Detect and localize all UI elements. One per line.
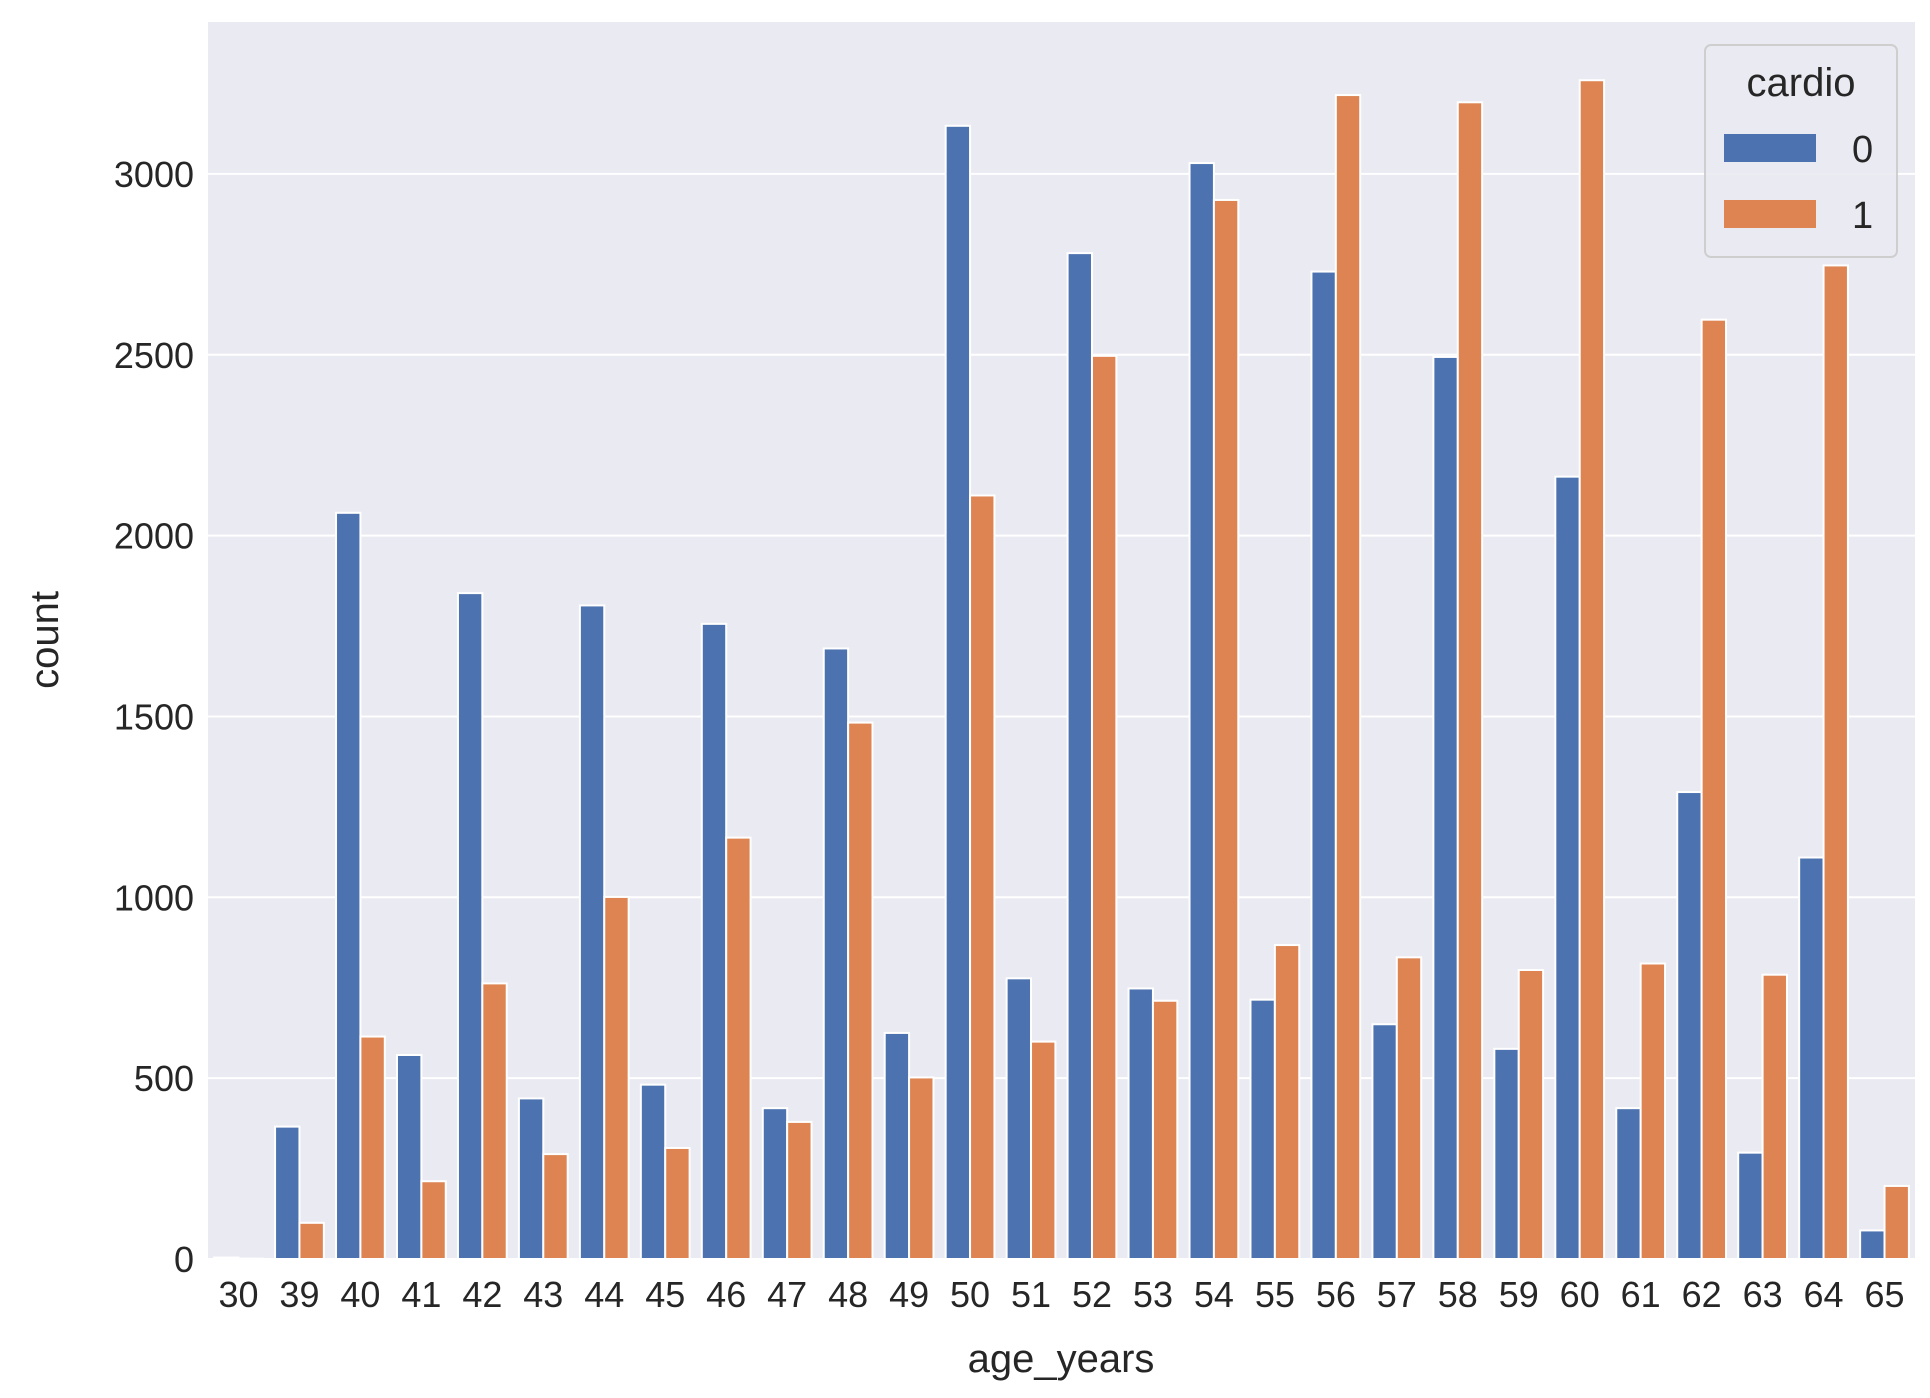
legend-title: cardio: [1747, 61, 1856, 105]
bar-60-cardio-1: [1578, 79, 1606, 1261]
bar-46-cardio-1: [725, 836, 752, 1260]
x-tick-label: 50: [950, 1274, 990, 1315]
bar-39-cardio-0: [274, 1125, 301, 1260]
bar-43-cardio-0: [517, 1097, 545, 1260]
x-tick-label: 39: [279, 1274, 319, 1315]
bar-43-cardio-1: [542, 1153, 569, 1260]
bar-49-cardio-1: [908, 1076, 935, 1261]
bar-39-cardio-1: [298, 1221, 325, 1261]
x-tick-label: 40: [340, 1274, 380, 1315]
bar-45-cardio-1: [664, 1146, 691, 1260]
bar-40-cardio-0: [335, 511, 362, 1260]
y-tick-label: 1000: [114, 877, 194, 918]
x-axis-label: age_years: [968, 1337, 1155, 1381]
bar-58-cardio-1: [1456, 101, 1484, 1260]
legend-label-0: 0: [1852, 129, 1873, 171]
bar-60-cardio-0: [1554, 475, 1581, 1261]
bar-64-cardio-1: [1822, 264, 1849, 1261]
bar-62-cardio-1: [1700, 318, 1728, 1260]
x-tick-label: 62: [1682, 1274, 1722, 1315]
bar-59-cardio-1: [1517, 969, 1545, 1260]
bar-44-cardio-1: [603, 895, 630, 1260]
bar-61-cardio-1: [1639, 962, 1667, 1260]
bar-56-cardio-0: [1310, 270, 1337, 1260]
x-tick-label: 53: [1133, 1274, 1173, 1315]
bar-51-cardio-0: [1005, 977, 1033, 1260]
x-tick-label: 60: [1560, 1274, 1600, 1315]
x-tick-label: 64: [1804, 1274, 1844, 1315]
bar-50-cardio-0: [944, 124, 972, 1260]
x-tick-label: 49: [889, 1274, 929, 1315]
legend-swatch-1: [1724, 200, 1816, 228]
bar-47-cardio-0: [761, 1107, 789, 1261]
bar-63-cardio-0: [1737, 1151, 1764, 1260]
bar-53-cardio-0: [1127, 987, 1154, 1260]
bar-65-cardio-0: [1859, 1229, 1886, 1261]
x-tick-label: 51: [1011, 1274, 1051, 1315]
y-tick-label: 500: [134, 1058, 194, 1099]
y-tick-label: 2000: [114, 516, 194, 557]
x-tick-label: 42: [462, 1274, 502, 1315]
x-tick-label: 61: [1621, 1274, 1661, 1315]
bar-42-cardio-0: [456, 592, 484, 1260]
bar-50-cardio-1: [969, 494, 996, 1260]
bar-53-cardio-1: [1151, 999, 1179, 1261]
y-tick-label: 3000: [114, 154, 194, 195]
x-tick-label: 41: [401, 1274, 441, 1315]
bar-62-cardio-0: [1676, 791, 1703, 1260]
x-tick-label: 30: [218, 1274, 258, 1315]
bar-48-cardio-0: [822, 647, 850, 1260]
bar-52-cardio-1: [1090, 354, 1118, 1260]
x-tick-label: 46: [706, 1274, 746, 1315]
bar-52-cardio-0: [1066, 252, 1093, 1261]
bar-51-cardio-1: [1030, 1040, 1057, 1260]
bar-30-cardio-0: [213, 1256, 240, 1261]
x-tick-label: 58: [1438, 1274, 1478, 1315]
bar-55-cardio-0: [1249, 998, 1276, 1261]
bar-58-cardio-0: [1432, 355, 1459, 1260]
bar-42-cardio-1: [481, 982, 508, 1260]
bar-55-cardio-1: [1273, 944, 1301, 1261]
bar-63-cardio-1: [1761, 973, 1788, 1260]
bar-56-cardio-1: [1334, 94, 1362, 1260]
bar-46-cardio-0: [700, 622, 728, 1260]
bar-47-cardio-1: [786, 1120, 813, 1260]
bar-57-cardio-1: [1395, 956, 1423, 1261]
x-tick-label: 59: [1499, 1274, 1539, 1315]
legend-label-1: 1: [1852, 195, 1873, 237]
legend-swatch-0: [1724, 134, 1816, 162]
y-tick-label: 2500: [114, 335, 194, 376]
bar-54-cardio-1: [1212, 198, 1240, 1261]
bar-41-cardio-1: [420, 1180, 447, 1260]
x-tick-label: 63: [1743, 1274, 1783, 1315]
bar-65-cardio-1: [1883, 1184, 1910, 1260]
bar-59-cardio-0: [1493, 1047, 1520, 1261]
bar-48-cardio-1: [847, 721, 874, 1260]
bar-49-cardio-0: [883, 1031, 911, 1260]
bar-54-cardio-0: [1188, 162, 1215, 1260]
y-tick-label: 0: [174, 1239, 194, 1280]
bar-57-cardio-0: [1371, 1023, 1398, 1261]
bar-45-cardio-0: [639, 1083, 667, 1261]
bar-61-cardio-0: [1615, 1107, 1642, 1261]
x-tick-label: 56: [1316, 1274, 1356, 1315]
bar-44-cardio-0: [578, 604, 606, 1260]
x-tick-label: 45: [645, 1274, 685, 1315]
x-tick-label: 57: [1377, 1274, 1417, 1315]
legend: cardio 0 1: [1704, 44, 1898, 258]
x-tick-label: 44: [584, 1274, 624, 1315]
bar-64-cardio-0: [1798, 856, 1825, 1260]
bar-41-cardio-0: [395, 1054, 423, 1261]
y-tick-label: 1500: [114, 696, 194, 737]
x-tick-label: 47: [767, 1274, 807, 1315]
x-tick-label: 52: [1072, 1274, 1112, 1315]
x-tick-label: 55: [1255, 1274, 1295, 1315]
x-tick-label: 54: [1194, 1274, 1234, 1315]
x-tick-label: 48: [828, 1274, 868, 1315]
bar-40-cardio-1: [359, 1035, 386, 1260]
y-axis-label: count: [23, 591, 67, 689]
x-tick-label: 65: [1864, 1274, 1904, 1315]
x-tick-label: 43: [523, 1274, 563, 1315]
